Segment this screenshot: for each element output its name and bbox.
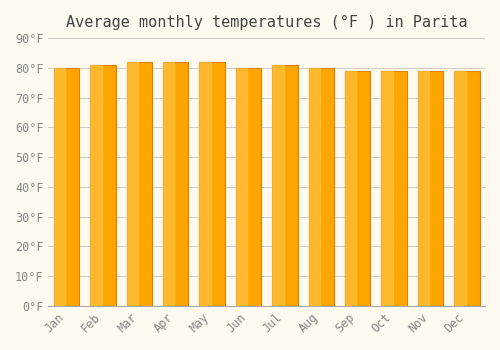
Bar xyxy=(236,68,261,306)
Bar xyxy=(90,65,102,306)
Bar xyxy=(200,62,225,306)
Bar xyxy=(272,65,283,306)
Title: Average monthly temperatures (°F ) in Parita: Average monthly temperatures (°F ) in Pa… xyxy=(66,15,468,30)
Bar xyxy=(454,71,466,306)
Bar xyxy=(308,68,334,306)
Bar xyxy=(345,71,370,306)
Bar xyxy=(126,62,152,306)
Bar xyxy=(272,65,297,306)
Bar xyxy=(382,71,393,306)
Bar xyxy=(200,62,211,306)
Bar xyxy=(236,68,247,306)
Bar xyxy=(382,71,407,306)
Bar xyxy=(54,68,66,306)
Bar xyxy=(308,68,320,306)
Bar xyxy=(418,71,443,306)
Bar xyxy=(418,71,429,306)
Bar xyxy=(454,71,479,306)
Bar xyxy=(345,71,356,306)
Bar xyxy=(126,62,138,306)
Bar xyxy=(163,62,174,306)
Bar xyxy=(163,62,188,306)
Bar xyxy=(90,65,116,306)
Bar xyxy=(54,68,80,306)
